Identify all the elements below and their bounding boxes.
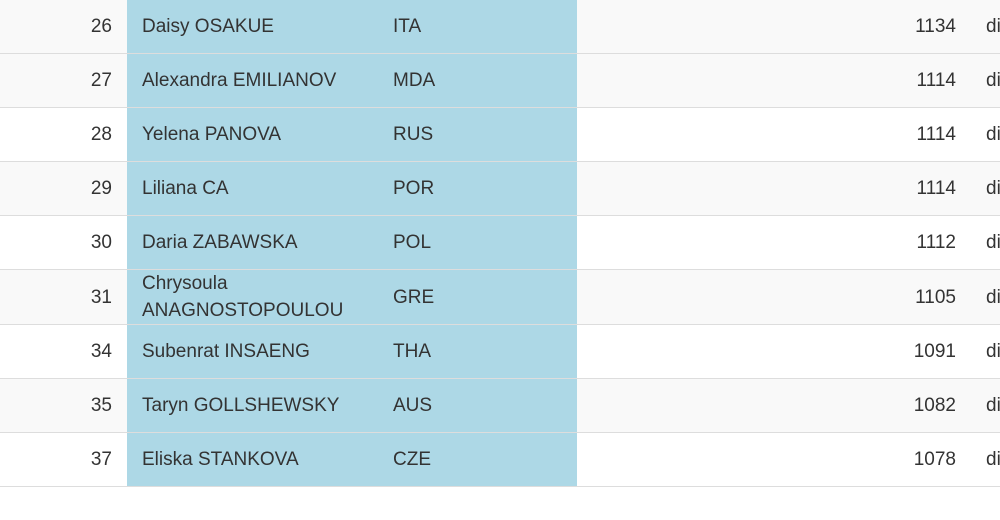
country-cell: POR: [380, 161, 577, 216]
points-cell: 1114: [900, 161, 971, 216]
table-row: 37 Eliska STANKOVA CZE 1078 di: [0, 432, 1000, 487]
event-cell: di: [971, 53, 1000, 108]
event-cell: di: [971, 107, 1000, 162]
country-cell: THA: [380, 324, 577, 379]
event-cell: di: [971, 0, 1000, 54]
rank-cell: 31: [0, 269, 127, 325]
table-body: 26 Daisy OSAKUE ITA 1134 di 27 Alexandra EMILI…: [0, 0, 1000, 487]
table-row: 30 Daria ZABAWSKA POL 1112 di: [0, 215, 1000, 270]
event-cell: di: [971, 269, 1000, 325]
table-row: 26 Daisy OSAKUE ITA 1134 di: [0, 0, 1000, 54]
name-cell: Liliana CA: [127, 161, 380, 216]
spacer-cell: [577, 378, 900, 433]
name-cell: Subenrat INSAENG: [127, 324, 380, 379]
rank-cell: 27: [0, 53, 127, 108]
rank-cell: 34: [0, 324, 127, 379]
country-cell: AUS: [380, 378, 577, 433]
name-cell: Alexandra EMILIANOV: [127, 53, 380, 108]
rank-cell: 26: [0, 0, 127, 54]
points-cell: 1082: [900, 378, 971, 433]
name-cell: Daria ZABAWSKA: [127, 215, 380, 270]
spacer-cell: [577, 324, 900, 379]
country-cell: POL: [380, 215, 577, 270]
event-cell: di: [971, 432, 1000, 487]
table-row: 31 Chrysoula ANAGNOSTOPOULOU GRE 1105 di: [0, 269, 1000, 325]
table-row: 29 Liliana CA POR 1114 di: [0, 161, 1000, 216]
name-cell: Eliska STANKOVA: [127, 432, 380, 487]
spacer-cell: [577, 215, 900, 270]
points-cell: 1105: [900, 269, 971, 325]
points-cell: 1114: [900, 53, 971, 108]
event-cell: di: [971, 215, 1000, 270]
rank-cell: 35: [0, 378, 127, 433]
points-cell: 1091: [900, 324, 971, 379]
country-cell: MDA: [380, 53, 577, 108]
points-cell: 1078: [900, 432, 971, 487]
points-cell: 1114: [900, 107, 971, 162]
country-cell: RUS: [380, 107, 577, 162]
rank-cell: 29: [0, 161, 127, 216]
rank-cell: 37: [0, 432, 127, 487]
rank-cell: 30: [0, 215, 127, 270]
country-cell: CZE: [380, 432, 577, 487]
points-cell: 1112: [900, 215, 971, 270]
spacer-cell: [577, 432, 900, 487]
name-cell: Taryn GOLLSHEWSKY: [127, 378, 380, 433]
country-cell: GRE: [380, 269, 577, 325]
points-cell: 1134: [900, 0, 971, 54]
table-row: 27 Alexandra EMILIANOV MDA 1114 di: [0, 53, 1000, 108]
name-cell: Yelena PANOVA: [127, 107, 380, 162]
table-row: 28 Yelena PANOVA RUS 1114 di: [0, 107, 1000, 162]
results-table: 26 Daisy OSAKUE ITA 1134 di 27 Alexandra EMILI…: [0, 0, 1000, 487]
event-cell: di: [971, 324, 1000, 379]
table-row: 34 Subenrat INSAENG THA 1091 di: [0, 324, 1000, 379]
event-cell: di: [971, 161, 1000, 216]
spacer-cell: [577, 53, 900, 108]
spacer-cell: [577, 161, 900, 216]
spacer-cell: [577, 269, 900, 325]
country-cell: ITA: [380, 0, 577, 54]
spacer-cell: [577, 0, 900, 54]
spacer-cell: [577, 107, 900, 162]
event-cell: di: [971, 378, 1000, 433]
name-cell: Chrysoula ANAGNOSTOPOULOU: [127, 269, 380, 325]
name-cell: Daisy OSAKUE: [127, 0, 380, 54]
rank-cell: 28: [0, 107, 127, 162]
table-row: 35 Taryn GOLLSHEWSKY AUS 1082 di: [0, 378, 1000, 433]
